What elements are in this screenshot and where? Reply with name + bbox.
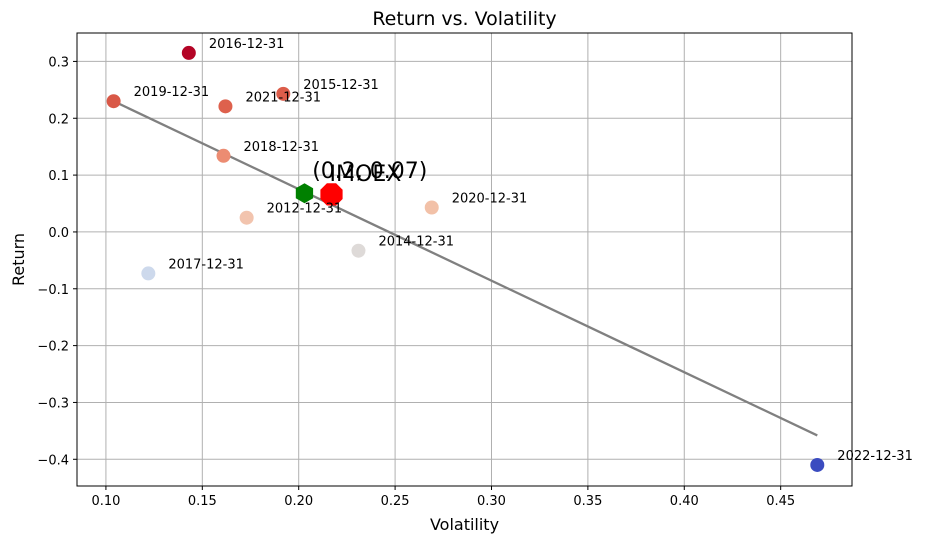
overlay-label: IMOEX	[330, 162, 402, 187]
grid	[77, 33, 852, 486]
y-tick-label: −0.4	[37, 453, 69, 468]
point-label: 2022-12-31	[837, 449, 913, 464]
scatter-point	[216, 148, 231, 163]
plot-frame	[76, 32, 853, 487]
point-label: 2021-12-31	[245, 90, 321, 105]
y-axis-ticks: 0.3 0.2 0.1 0.0 −0.1 −0.2 −0.3 −0.4	[37, 55, 77, 468]
point-label: 2019-12-31	[134, 85, 210, 100]
point-labels: 2012-12-31 2014-12-31 2015-12-31 2016-12-31…	[134, 37, 913, 464]
x-tick-label: 0.35	[573, 494, 602, 509]
y-tick-label: 0.1	[48, 169, 69, 184]
point-label: 2016-12-31	[209, 37, 285, 52]
data-points	[106, 45, 825, 472]
x-axis-title: Volatility	[430, 515, 499, 534]
y-tick-label: 0.3	[48, 55, 69, 70]
point-label: 2014-12-31	[378, 235, 454, 250]
highlight-points	[295, 183, 343, 206]
x-tick-label: 0.10	[91, 494, 120, 509]
x-tick-label: 0.45	[766, 494, 795, 509]
x-axis-ticks: 0.10 0.15 0.20 0.25 0.30 0.35 0.40 0.45	[91, 486, 795, 509]
overlay-label: (0.2, 0.07)	[312, 159, 427, 184]
y-tick-label: 0.2	[48, 112, 69, 127]
trend-line-group	[113, 100, 818, 437]
chart-title: Return vs. Volatility	[372, 8, 556, 30]
overlay-labels: (0.2, 0.07)IMOEX	[312, 159, 427, 187]
y-tick-label: −0.1	[37, 283, 69, 298]
y-tick-label: −0.2	[37, 340, 69, 355]
scatter-point	[181, 45, 196, 60]
scatter-point	[218, 99, 233, 114]
scatter-point	[351, 243, 366, 258]
y-tick-label: −0.3	[37, 396, 69, 411]
point-label: 2015-12-31	[303, 78, 379, 93]
point-label: 2020-12-31	[452, 191, 528, 206]
point-label: 2017-12-31	[168, 257, 244, 272]
y-axis-title: Return	[9, 233, 28, 286]
x-tick-label: 0.20	[284, 494, 313, 509]
trend-line	[113, 100, 818, 437]
x-tick-label: 0.40	[670, 494, 699, 509]
scatter-point	[424, 200, 439, 215]
x-tick-label: 0.30	[477, 494, 506, 509]
scatter-point	[239, 210, 254, 225]
point-label: 2012-12-31	[267, 202, 343, 217]
y-tick-label: 0.0	[48, 226, 69, 241]
x-tick-label: 0.15	[188, 494, 217, 509]
scatter-point	[276, 86, 291, 101]
x-tick-label: 0.25	[381, 494, 410, 509]
scatter-point	[106, 94, 121, 109]
portfolio-marker	[295, 183, 314, 204]
point-label: 2018-12-31	[244, 140, 320, 155]
scatter-point	[810, 457, 825, 472]
index-marker	[320, 183, 343, 206]
scatter-point	[141, 266, 156, 281]
